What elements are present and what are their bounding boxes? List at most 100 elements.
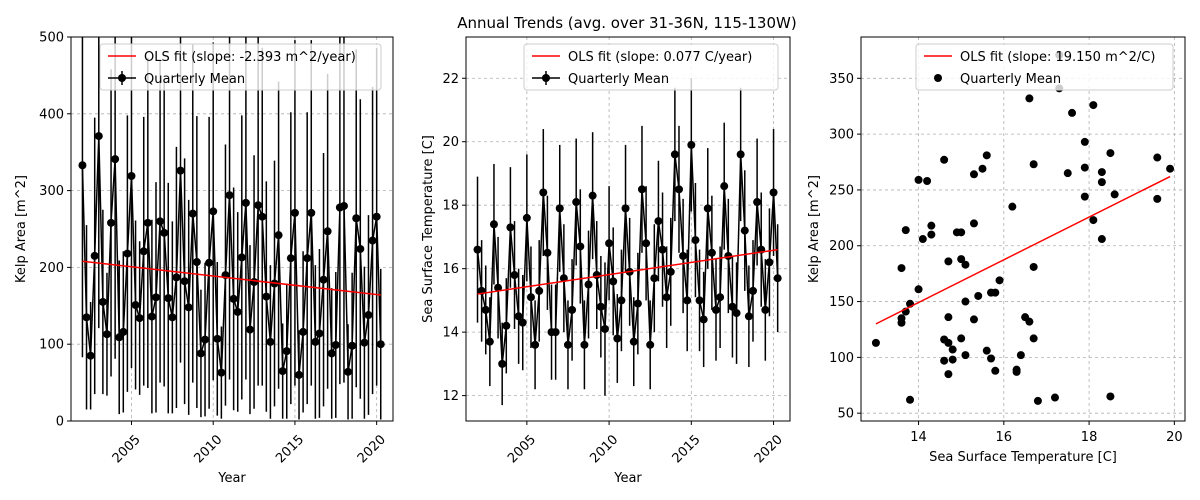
data-point — [674, 185, 683, 194]
data-point — [278, 367, 287, 376]
data-point — [498, 359, 507, 368]
legend: OLS fit (slope: -2.393 m^2/year) Quarterl… — [99, 43, 382, 91]
legend-series-label: Quarterly Mean — [960, 72, 1061, 87]
x-tick-label: 2010 — [191, 432, 225, 466]
y-tick-label: 14 — [442, 326, 459, 341]
legend: OLS fit (slope: 0.077 C/year) Quarterly M… — [523, 43, 779, 91]
data-point — [254, 201, 263, 210]
data-point — [654, 217, 663, 226]
legend-box — [523, 43, 779, 91]
data-point — [1050, 393, 1059, 402]
data-point — [987, 354, 996, 363]
data-point — [319, 275, 328, 284]
data-point — [1033, 396, 1042, 405]
data-point — [948, 345, 957, 354]
data-point — [241, 198, 250, 207]
legend-box — [99, 43, 382, 91]
data-point — [250, 277, 259, 286]
data-point — [510, 271, 519, 280]
data-point — [1106, 392, 1115, 401]
y-tick-label: 500 — [39, 31, 64, 46]
data-point — [662, 293, 671, 302]
data-point — [1080, 163, 1089, 172]
data-point — [168, 313, 177, 322]
data-point — [364, 311, 373, 320]
data-point — [1012, 367, 1021, 376]
data-point — [160, 228, 169, 237]
data-point — [940, 356, 949, 365]
x-tick-label: 2010 — [587, 432, 621, 466]
series-line — [81, 136, 382, 375]
data-point — [944, 257, 953, 266]
data-point — [944, 338, 953, 347]
series-line — [476, 144, 779, 364]
data-point — [761, 305, 770, 314]
legend-fit-label: OLS fit (slope: 0.077 C/year) — [568, 50, 752, 65]
data-point — [765, 258, 774, 267]
data-point — [948, 355, 957, 364]
legend-series-label: Quarterly Mean — [144, 72, 245, 87]
data-point — [961, 351, 970, 360]
data-point — [769, 188, 778, 197]
subplot-kelp-area-vs-year: 2005 2010 2015 2020 0 100 200 300 400 500 Year Kelp… — [14, 31, 394, 486]
data-point — [1166, 164, 1175, 173]
legend-series-marker-swatch — [934, 74, 942, 82]
data-point — [588, 191, 597, 200]
data-point — [506, 223, 515, 232]
data-point — [494, 283, 503, 292]
data-point — [295, 370, 304, 379]
data-point — [339, 201, 348, 210]
y-tick-label: 400 — [39, 107, 64, 122]
figure-suptitle: Annual Trends (avg. over 31-36N, 115-130… — [457, 14, 796, 32]
data-point — [485, 337, 494, 346]
data-point — [1008, 202, 1017, 211]
y-tick-label: 12 — [442, 389, 459, 404]
data-point — [927, 230, 936, 239]
y-tick-label: 200 — [39, 261, 64, 276]
data-point — [944, 370, 953, 379]
data-point — [563, 340, 572, 349]
data-point — [957, 255, 966, 264]
data-point — [78, 161, 87, 170]
data-point — [368, 236, 377, 245]
data-point — [147, 312, 156, 321]
data-point — [311, 337, 320, 346]
data-point — [646, 340, 655, 349]
data-point — [192, 258, 201, 267]
data-point — [102, 330, 111, 339]
data-point — [914, 285, 923, 294]
data-point — [617, 296, 626, 305]
x-tick-label: 14 — [910, 430, 927, 445]
data-point — [180, 277, 189, 286]
data-point — [596, 302, 605, 311]
data-point — [1029, 262, 1038, 271]
data-point — [274, 231, 283, 240]
data-point — [687, 140, 696, 149]
data-point — [473, 245, 482, 254]
data-point — [372, 212, 381, 221]
axes-frame — [465, 36, 791, 422]
data-point — [535, 286, 544, 295]
data-point — [707, 248, 716, 257]
data-point — [90, 251, 99, 260]
data-point — [307, 208, 316, 217]
x-axis-label: Year — [613, 471, 642, 486]
legend-series-label: Quarterly Mean — [568, 72, 669, 87]
data-point — [188, 209, 197, 218]
data-point — [531, 340, 540, 349]
data-point — [613, 334, 622, 343]
data-point — [315, 329, 324, 338]
data-point — [871, 338, 880, 347]
y-axis-label: Kelp Area [m^2] — [807, 175, 822, 283]
data-point — [213, 334, 222, 343]
data-point — [1025, 317, 1034, 326]
data-point — [356, 244, 365, 253]
data-point — [642, 239, 651, 248]
data-point — [753, 198, 762, 207]
data-point — [123, 249, 132, 258]
x-tick-label: 18 — [1081, 430, 1098, 445]
data-point — [1089, 216, 1098, 225]
data-point — [944, 313, 953, 322]
data-point — [225, 191, 234, 200]
data-point — [543, 248, 552, 257]
